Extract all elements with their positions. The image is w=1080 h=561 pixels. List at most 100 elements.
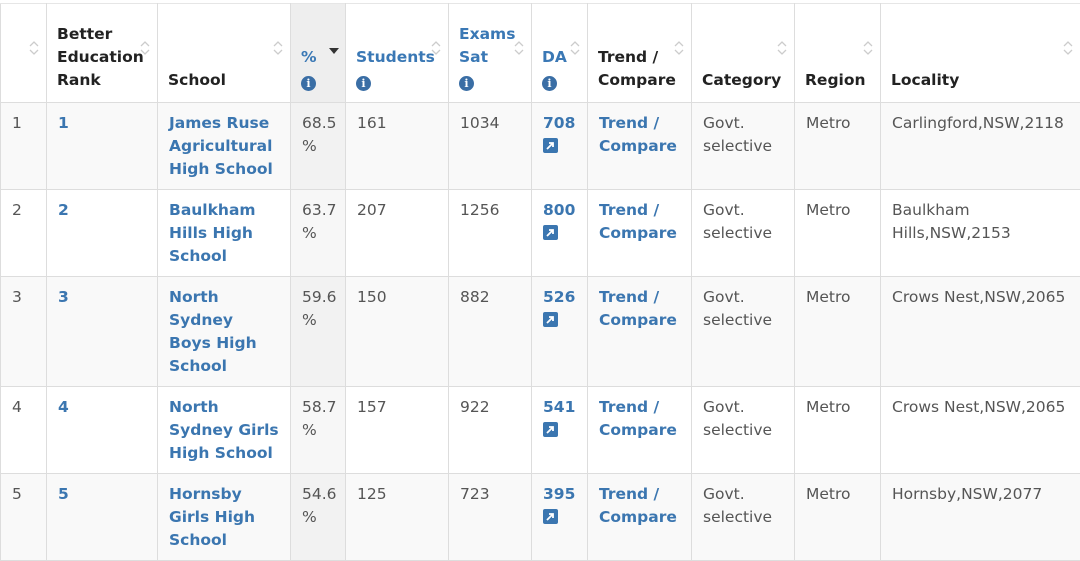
da-cell: 541 [532, 387, 588, 474]
column-header-exams-sat[interactable]: Exams Sat i [449, 4, 532, 103]
da-link[interactable]: 708 [543, 114, 575, 132]
trend-compare-link[interactable]: Trend / Compare [599, 485, 677, 526]
region-cell: Metro [795, 387, 881, 474]
exams-sat-cell: 723 [449, 474, 532, 561]
da-link[interactable]: 800 [543, 201, 575, 219]
sort-icon [514, 40, 524, 56]
column-header-school[interactable]: School [158, 4, 291, 103]
da-link[interactable]: 395 [543, 485, 575, 503]
info-icon[interactable]: i [459, 76, 474, 91]
school-name-link[interactable]: North Sydney Boys High School [169, 288, 257, 375]
sort-icon [863, 40, 873, 56]
sort-icon [570, 40, 580, 56]
da-cell: 800 [532, 190, 588, 277]
table-row: 4 4 North Sydney Girls High School 58.7 … [1, 387, 1080, 474]
school-name-link[interactable]: James Ruse Agricultural High School [169, 114, 273, 178]
region-cell: Metro [795, 190, 881, 277]
row-index: 4 [1, 387, 47, 474]
column-header-percent-label: % [301, 48, 317, 66]
external-link-icon[interactable] [543, 509, 558, 524]
external-link-icon[interactable] [543, 422, 558, 437]
table-header: Better Education Rank School %i Students… [1, 4, 1080, 103]
sort-icon [431, 40, 441, 56]
category-cell: Govt. selective [692, 474, 795, 561]
column-header-locality-label: Locality [891, 69, 1070, 92]
external-link-icon[interactable] [543, 225, 558, 240]
school-name-link[interactable]: North Sydney Girls High School [169, 398, 279, 462]
trend-compare-link[interactable]: Trend / Compare [599, 288, 677, 329]
school-ranking-table: Better Education Rank School %i Students… [0, 3, 1080, 561]
column-header-rank[interactable]: Better Education Rank [47, 4, 158, 103]
percent-cell: 68.5 % [291, 103, 346, 190]
exams-sat-cell: 1034 [449, 103, 532, 190]
students-cell: 125 [346, 474, 449, 561]
column-header-rank-label: Better Education Rank [57, 23, 147, 92]
trend-compare-link[interactable]: Trend / Compare [599, 398, 677, 439]
category-cell: Govt. selective [692, 103, 795, 190]
da-cell: 395 [532, 474, 588, 561]
column-header-trend-compare-label: Trend / Compare [598, 46, 681, 92]
column-header-da-label: DA [542, 48, 567, 66]
external-link-icon[interactable] [543, 312, 558, 327]
students-cell: 161 [346, 103, 449, 190]
region-cell: Metro [795, 103, 881, 190]
row-index: 2 [1, 190, 47, 277]
trend-compare-link[interactable]: Trend / Compare [599, 201, 677, 242]
rank-link[interactable]: 1 [58, 114, 69, 132]
info-icon[interactable]: i [542, 76, 557, 91]
region-cell: Metro [795, 474, 881, 561]
column-header-exams-sat-label: Exams Sat [459, 25, 515, 66]
column-header-trend-compare[interactable]: Trend / Compare [588, 4, 692, 103]
rank-link[interactable]: 4 [58, 398, 69, 416]
school-name-link[interactable]: Baulkham Hills High School [169, 201, 256, 265]
category-cell: Govt. selective [692, 387, 795, 474]
column-header-category[interactable]: Category [692, 4, 795, 103]
locality-cell: Hornsby,NSW,2077 [881, 474, 1080, 561]
sort-icon [140, 40, 150, 56]
category-cell: Govt. selective [692, 277, 795, 387]
sort-icon [273, 40, 283, 56]
students-cell: 207 [346, 190, 449, 277]
da-cell: 526 [532, 277, 588, 387]
table-row: 2 2 Baulkham Hills High School 63.7 % 20… [1, 190, 1080, 277]
info-icon[interactable]: i [356, 76, 371, 91]
trend-compare-link[interactable]: Trend / Compare [599, 114, 677, 155]
table-row: 3 3 North Sydney Boys High School 59.6 %… [1, 277, 1080, 387]
category-cell: Govt. selective [692, 190, 795, 277]
table-row: 5 5 Hornsby Girls High School 54.6 % 125… [1, 474, 1080, 561]
exams-sat-cell: 922 [449, 387, 532, 474]
column-header-category-label: Category [702, 69, 784, 92]
da-link[interactable]: 541 [543, 398, 575, 416]
students-cell: 157 [346, 387, 449, 474]
percent-cell: 59.6 % [291, 277, 346, 387]
column-header-percent[interactable]: %i [291, 4, 346, 103]
school-name-link[interactable]: Hornsby Girls High School [169, 485, 255, 549]
column-header-students[interactable]: Students i [346, 4, 449, 103]
sort-descending-icon [329, 48, 339, 54]
percent-cell: 63.7 % [291, 190, 346, 277]
table-row: 1 1 James Ruse Agricultural High School … [1, 103, 1080, 190]
locality-cell: Crows Nest,NSW,2065 [881, 387, 1080, 474]
da-cell: 708 [532, 103, 588, 190]
column-header-index[interactable] [1, 4, 47, 103]
sort-icon [29, 40, 39, 56]
column-header-region[interactable]: Region [795, 4, 881, 103]
column-header-students-label: Students [356, 48, 435, 66]
row-index: 3 [1, 277, 47, 387]
percent-cell: 54.6 % [291, 474, 346, 561]
da-link[interactable]: 526 [543, 288, 575, 306]
rank-link[interactable]: 3 [58, 288, 69, 306]
locality-cell: Carlingford,NSW,2118 [881, 103, 1080, 190]
sort-icon [674, 40, 684, 56]
region-cell: Metro [795, 277, 881, 387]
column-header-locality[interactable]: Locality [881, 4, 1080, 103]
students-cell: 150 [346, 277, 449, 387]
exams-sat-cell: 1256 [449, 190, 532, 277]
column-header-school-label: School [168, 69, 280, 92]
column-header-da[interactable]: DA i [532, 4, 588, 103]
rank-link[interactable]: 5 [58, 485, 69, 503]
info-icon[interactable]: i [301, 76, 316, 91]
external-link-icon[interactable] [543, 138, 558, 153]
rank-link[interactable]: 2 [58, 201, 69, 219]
sort-icon [777, 40, 787, 56]
